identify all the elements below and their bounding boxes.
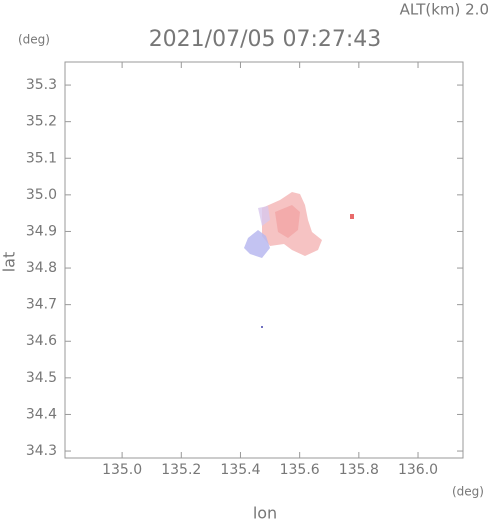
y-tick-label: 34.5 — [26, 370, 57, 386]
chart-title: 2021/07/05 07:27:43 — [149, 27, 382, 52]
y-tick-label: 35.2 — [26, 114, 57, 130]
x-tick-label: 135.8 — [339, 462, 379, 478]
x-tick-label: 135.2 — [161, 462, 201, 478]
y-tick-label: 34.9 — [26, 223, 57, 239]
y-tick-label: 35.0 — [26, 187, 57, 203]
x-tick-label: 135.0 — [102, 462, 142, 478]
y-tick-label: 35.1 — [26, 150, 57, 166]
y-tick-label: 34.3 — [26, 443, 57, 459]
x-tick-label: 135.4 — [220, 462, 260, 478]
x-tick-label: 135.6 — [280, 462, 320, 478]
x-axis-label: lon — [253, 504, 277, 521]
radar-echo — [244, 192, 354, 328]
chart-subtitle: ALT(km) 2.0 — [400, 1, 489, 19]
x-tick-label: 136.0 — [398, 462, 438, 478]
y-tick-label: 35.3 — [26, 77, 57, 93]
y-tick-label: 34.4 — [26, 406, 57, 422]
y-tick-label: 34.8 — [26, 260, 57, 276]
plot-frame — [64, 61, 464, 459]
y-unit: (deg) — [18, 33, 50, 47]
x-unit: (deg) — [452, 485, 484, 499]
y-tick-label: 34.7 — [26, 297, 57, 313]
y-tick-label: 34.6 — [26, 333, 57, 349]
y-axis-label: lat — [0, 252, 19, 273]
